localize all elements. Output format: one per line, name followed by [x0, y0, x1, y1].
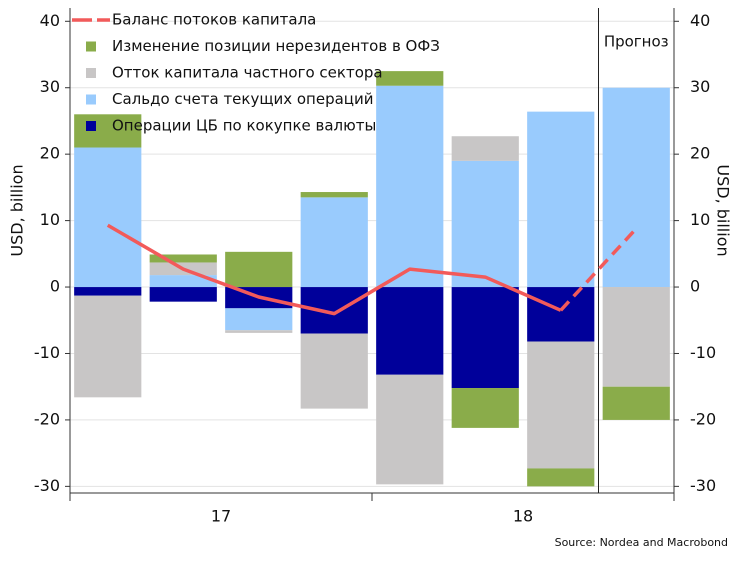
- legend-label: Сальдо счета текущих операций: [112, 90, 374, 108]
- y-tick-label: 10: [40, 210, 60, 229]
- bar-segment: [451, 287, 519, 389]
- legend-swatch: [86, 41, 96, 52]
- bar-segment: [527, 287, 595, 342]
- bar-segment: [376, 374, 444, 485]
- y2-tick-label: -30: [690, 476, 716, 495]
- legend-label: Изменение позиции нерезидентов в ОФЗ: [112, 37, 440, 55]
- line-series: [106, 223, 562, 316]
- forecast-label: Прогноз: [604, 33, 669, 51]
- bar-segment: [74, 114, 142, 148]
- y2-tick-label: 20: [690, 144, 710, 163]
- bar-segment: [74, 295, 142, 398]
- y2-tick-label: -10: [690, 343, 716, 362]
- y2-tick-label: 30: [690, 77, 710, 96]
- bar-segment: [376, 85, 444, 288]
- bar-segment: [74, 147, 142, 288]
- y-tick-label: -10: [34, 343, 60, 362]
- y2-tick-label: 40: [690, 11, 710, 30]
- y-tick-label: 40: [40, 11, 60, 30]
- bar-segment: [451, 388, 519, 428]
- bar-segment: [300, 192, 368, 198]
- bar-segment: [451, 160, 519, 288]
- y2-tick-label: 10: [690, 210, 710, 229]
- legend-label: Операции ЦБ по кокупке валюты: [112, 117, 376, 135]
- bar-segment: [149, 287, 217, 302]
- bar-segment: [225, 251, 293, 288]
- y-tick-label: 0: [50, 277, 60, 296]
- bar-segment: [74, 287, 142, 296]
- bar-segment: [225, 330, 293, 333]
- legend-swatch: [86, 94, 96, 105]
- bar-segment: [149, 254, 217, 263]
- y-axis-label: USD, billion: [8, 164, 27, 256]
- y2-tick-label: -20: [690, 409, 716, 428]
- y-tick-label: 30: [40, 77, 60, 96]
- bar-segment: [376, 71, 444, 86]
- legend-label: Отток капитала частного сектора: [112, 64, 383, 82]
- bar-segment: [225, 308, 293, 331]
- bar-segment: [376, 287, 444, 375]
- y-tick-label: -20: [34, 409, 60, 428]
- bar-segment: [300, 333, 368, 409]
- bar-segment: [602, 287, 670, 387]
- bar-segment: [451, 136, 519, 161]
- legend-swatch: [86, 68, 96, 78]
- x-group-label: 17: [211, 507, 231, 526]
- bar-segment: [527, 341, 595, 469]
- y-tick-label: -30: [34, 476, 60, 495]
- bar-segment: [149, 275, 217, 288]
- bar-segment: [527, 111, 595, 288]
- bar-segment: [527, 468, 595, 487]
- bar-segment: [602, 386, 670, 420]
- legend-swatch: [86, 121, 96, 131]
- bar-segment: [602, 87, 670, 288]
- source: Source: Nordea and Macrobond: [555, 536, 728, 549]
- legend-label: Баланс потоков капитала: [112, 11, 316, 29]
- y2-tick-label: 0: [690, 277, 700, 296]
- y-tick-label: 20: [40, 144, 60, 163]
- bar-segment: [300, 197, 368, 288]
- x-group-label: 18: [513, 507, 533, 526]
- bar-segment: [300, 287, 368, 334]
- y2-axis-label: USD, billion: [714, 164, 733, 256]
